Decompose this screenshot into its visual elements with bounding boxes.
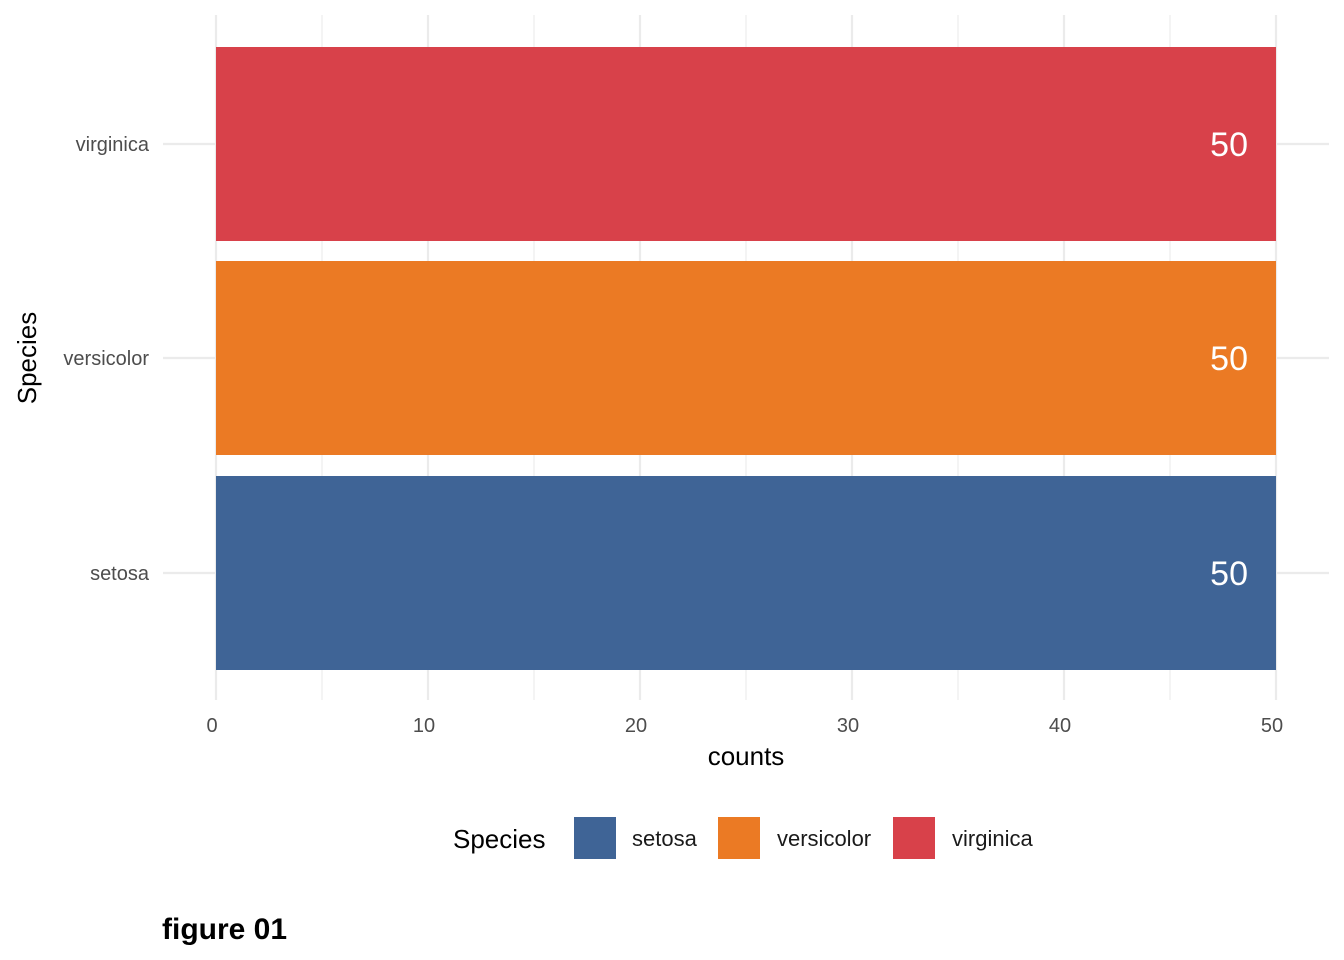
y-tick-label-virginica: virginica: [76, 134, 150, 156]
legend-entries: setosa versicolor virginica: [574, 817, 1033, 859]
x-axis-title: counts: [708, 741, 785, 771]
y-tick-label-versicolor: versicolor: [63, 348, 149, 370]
y-axis-ticks: setosa versicolor virginica: [63, 134, 149, 585]
legend-key-virginica: [893, 817, 935, 859]
x-axis-ticks: 0 10 20 30 40 50: [206, 715, 1283, 737]
bar-virginica: [216, 47, 1276, 241]
legend-label-setosa: setosa: [632, 826, 698, 851]
bars: [216, 47, 1276, 670]
legend-key-versicolor: [718, 817, 760, 859]
legend: Species setosa versicolor virginica: [453, 817, 1033, 859]
legend-label-versicolor: versicolor: [777, 826, 871, 851]
data-label-versicolor: 50: [1210, 340, 1248, 378]
y-tick-label-setosa: setosa: [90, 563, 150, 585]
legend-key-setosa: [574, 817, 616, 859]
x-tick-label: 30: [837, 715, 859, 737]
x-tick-label: 20: [625, 715, 647, 737]
y-axis-title: Species: [12, 312, 42, 405]
legend-label-virginica: virginica: [952, 826, 1033, 851]
bar-setosa: [216, 476, 1276, 670]
x-tick-label: 0: [206, 715, 217, 737]
bar-versicolor: [216, 261, 1276, 455]
x-tick-label: 40: [1049, 715, 1071, 737]
data-label-virginica: 50: [1210, 126, 1248, 164]
data-label-setosa: 50: [1210, 555, 1248, 593]
figure-caption: figure 01: [162, 913, 287, 946]
x-tick-label: 10: [413, 715, 435, 737]
legend-title: Species: [453, 824, 546, 854]
x-tick-label: 50: [1261, 715, 1283, 737]
data-labels: 50 50 50: [1210, 126, 1248, 593]
